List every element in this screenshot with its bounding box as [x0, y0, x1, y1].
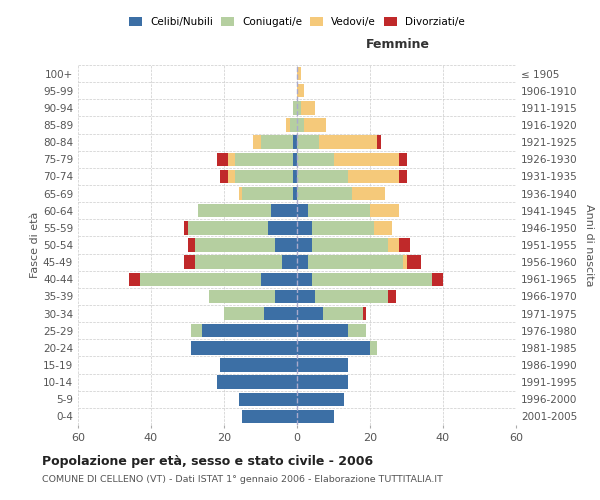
- Bar: [209, 290, 275, 303]
- Bar: [187, 221, 268, 234]
- Bar: [275, 238, 297, 252]
- Bar: [187, 238, 195, 252]
- Bar: [140, 272, 260, 286]
- Bar: [297, 392, 344, 406]
- Bar: [297, 170, 348, 183]
- Bar: [352, 187, 385, 200]
- Bar: [362, 307, 367, 320]
- Text: COMUNE DI CELLENO (VT) - Dati ISTAT 1° gennaio 2006 - Elaborazione TUTTITALIA.IT: COMUNE DI CELLENO (VT) - Dati ISTAT 1° g…: [42, 475, 443, 484]
- Bar: [315, 290, 388, 303]
- Bar: [239, 392, 297, 406]
- Bar: [297, 376, 348, 389]
- Legend: Celibi/Nubili, Coniugati/e, Vedovi/e, Divorziati/e: Celibi/Nubili, Coniugati/e, Vedovi/e, Di…: [125, 12, 469, 31]
- Bar: [348, 170, 399, 183]
- Bar: [195, 256, 283, 269]
- Bar: [297, 307, 323, 320]
- Bar: [377, 136, 381, 149]
- Bar: [297, 204, 308, 218]
- Bar: [235, 152, 293, 166]
- Bar: [403, 256, 407, 269]
- Bar: [297, 221, 311, 234]
- Bar: [227, 152, 235, 166]
- Bar: [220, 358, 297, 372]
- Bar: [271, 204, 297, 218]
- Bar: [319, 136, 377, 149]
- Bar: [297, 187, 352, 200]
- Bar: [293, 170, 297, 183]
- Bar: [283, 256, 297, 269]
- Bar: [286, 118, 290, 132]
- Bar: [407, 256, 421, 269]
- Bar: [293, 136, 297, 149]
- Bar: [399, 152, 407, 166]
- Bar: [293, 101, 297, 114]
- Bar: [293, 187, 297, 200]
- Bar: [260, 136, 293, 149]
- Bar: [297, 101, 301, 114]
- Bar: [374, 221, 392, 234]
- Bar: [297, 358, 348, 372]
- Bar: [388, 290, 395, 303]
- Bar: [220, 170, 227, 183]
- Bar: [334, 152, 399, 166]
- Bar: [264, 307, 297, 320]
- Bar: [297, 410, 334, 423]
- Bar: [432, 272, 443, 286]
- Bar: [399, 238, 410, 252]
- Y-axis label: Fasce di età: Fasce di età: [30, 212, 40, 278]
- Bar: [311, 221, 374, 234]
- Bar: [370, 204, 399, 218]
- Bar: [308, 204, 370, 218]
- Bar: [293, 152, 297, 166]
- Bar: [297, 84, 304, 98]
- Bar: [311, 238, 388, 252]
- Bar: [129, 272, 140, 286]
- Bar: [297, 67, 301, 80]
- Bar: [191, 341, 297, 354]
- Bar: [217, 376, 297, 389]
- Text: Popolazione per età, sesso e stato civile - 2006: Popolazione per età, sesso e stato civil…: [42, 455, 373, 468]
- Bar: [227, 170, 235, 183]
- Bar: [242, 410, 297, 423]
- Bar: [184, 221, 187, 234]
- Bar: [199, 204, 271, 218]
- Bar: [202, 324, 297, 338]
- Bar: [399, 170, 407, 183]
- Bar: [388, 238, 399, 252]
- Bar: [297, 324, 348, 338]
- Bar: [370, 341, 377, 354]
- Bar: [297, 136, 319, 149]
- Bar: [275, 290, 297, 303]
- Bar: [297, 272, 311, 286]
- Bar: [239, 187, 242, 200]
- Bar: [297, 118, 304, 132]
- Bar: [297, 152, 334, 166]
- Bar: [304, 118, 326, 132]
- Bar: [195, 238, 275, 252]
- Text: Femmine: Femmine: [366, 38, 430, 51]
- Bar: [260, 272, 297, 286]
- Bar: [217, 152, 227, 166]
- Bar: [235, 170, 293, 183]
- Bar: [311, 272, 432, 286]
- Bar: [301, 101, 315, 114]
- Bar: [290, 118, 297, 132]
- Bar: [184, 256, 195, 269]
- Bar: [191, 324, 202, 338]
- Bar: [297, 290, 315, 303]
- Bar: [242, 187, 293, 200]
- Bar: [308, 256, 403, 269]
- Bar: [348, 324, 367, 338]
- Bar: [297, 341, 370, 354]
- Bar: [268, 221, 297, 234]
- Bar: [224, 307, 264, 320]
- Bar: [297, 256, 308, 269]
- Bar: [297, 238, 311, 252]
- Bar: [323, 307, 362, 320]
- Y-axis label: Anni di nascita: Anni di nascita: [584, 204, 594, 286]
- Bar: [253, 136, 260, 149]
